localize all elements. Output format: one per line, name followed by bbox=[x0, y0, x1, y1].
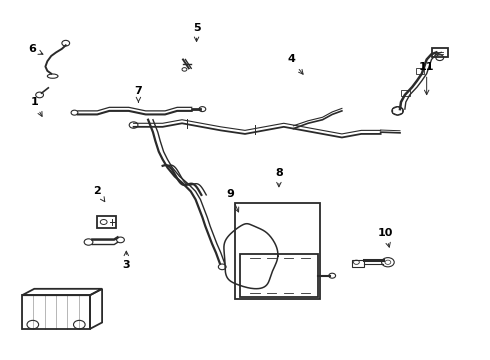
Bar bbox=[240, 255, 318, 297]
Text: 8: 8 bbox=[275, 168, 283, 187]
Text: 9: 9 bbox=[226, 189, 239, 212]
Text: 6: 6 bbox=[28, 44, 43, 54]
Bar bbox=[235, 203, 320, 299]
Bar bbox=[352, 260, 364, 267]
Text: 1: 1 bbox=[30, 97, 42, 116]
Text: 3: 3 bbox=[122, 251, 130, 270]
Text: 5: 5 bbox=[193, 23, 200, 41]
Text: 10: 10 bbox=[378, 228, 393, 247]
Bar bbox=[416, 68, 424, 75]
Bar bbox=[401, 90, 410, 96]
Text: 7: 7 bbox=[135, 86, 142, 102]
Text: 11: 11 bbox=[419, 62, 435, 95]
Bar bbox=[97, 216, 116, 228]
Text: 4: 4 bbox=[287, 54, 303, 74]
Text: 2: 2 bbox=[94, 186, 105, 202]
